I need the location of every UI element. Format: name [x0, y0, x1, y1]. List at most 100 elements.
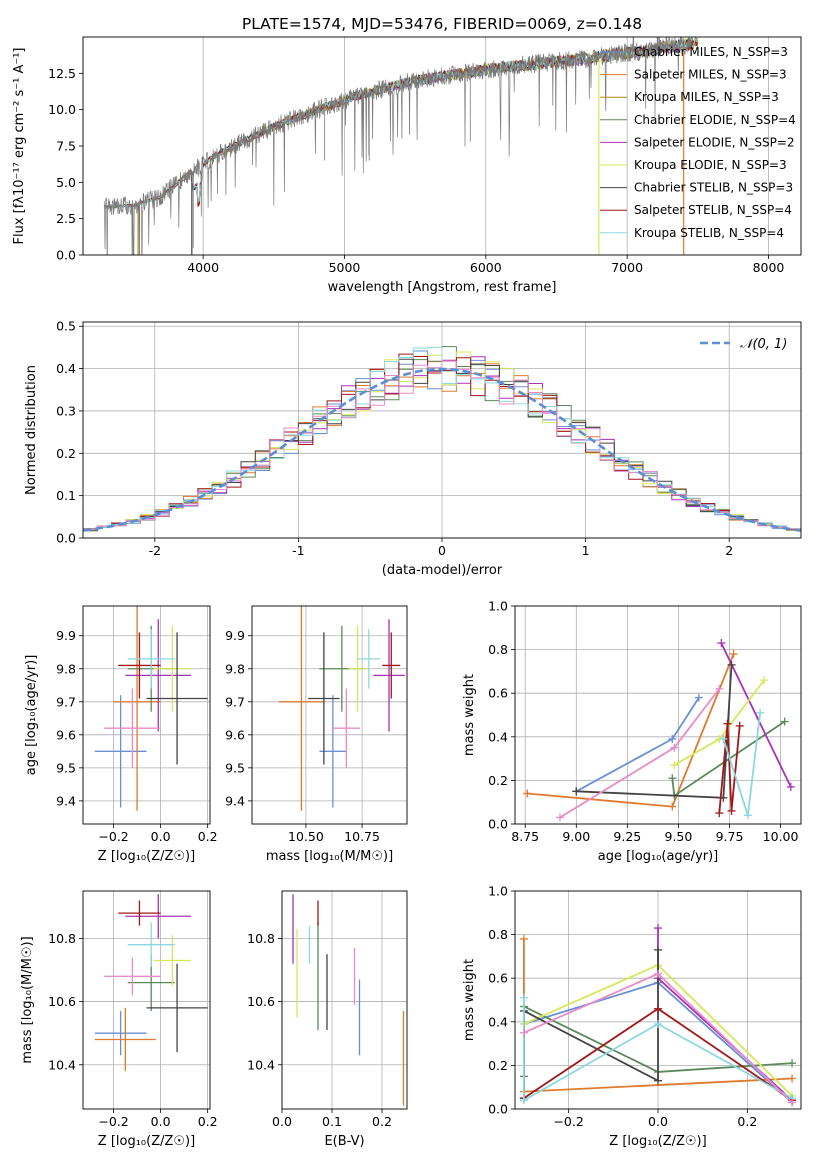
weight-marker [654, 969, 662, 978]
weight-series-line [718, 723, 741, 814]
observed-spectrum-line [103, 37, 693, 255]
y-tick-label: 9.9 [225, 628, 245, 643]
y-axis-label: age [log₁₀(age/yr)] [24, 655, 39, 776]
error-bar-point [118, 632, 161, 699]
error-bar-point [94, 1007, 156, 1072]
weight-marker [729, 649, 738, 658]
weight-marker [788, 1098, 797, 1107]
Z-vs-mass-frame [82, 890, 211, 1110]
y-tick-label: 0.1 [56, 488, 76, 503]
error-bar-point [113, 606, 161, 811]
weight-marker [654, 1076, 662, 1085]
x-tick-label: 0.2 [372, 1114, 392, 1129]
weight-marker [727, 806, 736, 815]
x-tick-label: 8000 [753, 260, 785, 275]
y-tick-label: 9.8 [56, 661, 76, 676]
y-tick-label: 2.5 [56, 211, 76, 226]
y-tick-label: 1.0 [488, 884, 508, 899]
weight-marker [668, 734, 677, 743]
y-tick-label: 10.6 [247, 994, 275, 1009]
x-tick-label: 4000 [187, 260, 219, 275]
y-tick-label: 9.8 [225, 661, 245, 676]
error-bar-point [153, 625, 192, 712]
x-tick-label: -1 [292, 543, 304, 558]
y-tick-label: 0.2 [488, 1058, 508, 1073]
weight-marker [670, 761, 679, 770]
weight-marker [743, 811, 752, 820]
Z-vs-mass-axes: −0.2 0.0 0.2 10.4 10.6 10.8 Z [log₁₀(Z/Z☉)] mas… [20, 891, 218, 1149]
y-tick-label: 0.2 [56, 446, 76, 461]
weight-marker [654, 1019, 662, 1028]
x-tick-label: 8.75 [511, 829, 539, 844]
y-tick-label: 0.6 [488, 686, 508, 701]
x-tick-label: 10.75 [344, 829, 380, 844]
legend-entry: Chabrier STELIB, N_SSP=3 [634, 181, 793, 195]
x-tick-label: 10.00 [763, 829, 799, 844]
y-axis-label: mass weight [462, 674, 477, 756]
weight-marker [668, 774, 677, 783]
weight-marker [719, 734, 728, 743]
weight-marker [788, 1059, 797, 1068]
error-bar-point [332, 688, 360, 768]
y-tick-label: 0.0 [56, 248, 76, 263]
weight-marker [519, 1096, 528, 1105]
y-tick-label: 10.6 [48, 994, 76, 1009]
y-tick-label: 10.8 [247, 931, 275, 946]
y-tick-label: 9.9 [56, 628, 76, 643]
residual-histogram-frame [82, 321, 802, 539]
weight-marker [756, 708, 765, 717]
y-tick-label: 9.4 [225, 793, 245, 808]
y-tick-label: 0.0 [56, 531, 76, 546]
error-bar-point [373, 619, 405, 732]
x-tick-label: 0.0 [648, 1114, 668, 1129]
spectrum-legend: Chabrier MILES, N_SSP=3 Salpeter MILES, N… [600, 45, 796, 240]
legend-entry: Kroupa STELIB, N_SSP=4 [634, 226, 784, 240]
error-bar-point [104, 957, 161, 996]
weight-series-line [523, 997, 793, 1102]
weight-marker [668, 802, 677, 811]
weight-series-line [657, 928, 793, 1101]
weight-marker [760, 676, 769, 685]
x-tick-label: -2 [149, 543, 161, 558]
error-bar-point [94, 695, 147, 808]
x-tick-label: −0.2 [98, 1114, 128, 1129]
x-tick-label: 10.50 [288, 829, 324, 844]
y-tick-label: 10.4 [48, 1057, 76, 1072]
error-bar-point [153, 935, 192, 986]
y-tick-label: 0.8 [488, 927, 508, 942]
weight-marker [727, 660, 736, 669]
y-tick-label: 0.2 [488, 773, 508, 788]
error-bar-point [94, 1011, 147, 1056]
weight-series-line [575, 697, 700, 793]
x-tick-label: 2 [725, 543, 733, 558]
x-axis-label: mass [log₁₀(M/M☉)] [266, 849, 393, 864]
y-tick-label: 1.0 [488, 599, 508, 614]
error-bar-point [146, 963, 208, 1053]
x-tick-label: 0.0 [272, 1114, 292, 1129]
spectrum-frame [82, 36, 802, 256]
x-axis-label: wavelength [Angstrom, rest frame] [328, 280, 557, 295]
y-tick-label: 0.8 [488, 642, 508, 657]
y-tick-label: 12.5 [48, 66, 76, 81]
weight-marker [786, 782, 795, 791]
weight-marker [555, 813, 564, 822]
EBV-vs-mass-frame [281, 890, 408, 1110]
weight-marker [654, 1004, 662, 1013]
x-tick-label: 0.2 [198, 1114, 218, 1129]
weight-marker [715, 684, 724, 693]
weight-marker [654, 945, 662, 954]
legend-entry: Chabrier ELODIE, N_SSP=4 [634, 113, 796, 127]
weight-marker [717, 639, 726, 648]
weight-marker [670, 743, 679, 752]
y-tick-label: 0.0 [488, 1102, 508, 1117]
x-tick-label: 9.75 [716, 829, 744, 844]
error-bar-point [127, 629, 175, 689]
x-tick-label: −0.2 [553, 1114, 583, 1129]
y-tick-label: 9.6 [225, 727, 245, 742]
x-tick-label: 0 [438, 543, 446, 558]
spectrum-axes: 4000 5000 6000 7000 8000 0.0 2.5 5.0 7.5 10.0 12.5… [12, 37, 784, 295]
y-tick-label: 0.4 [488, 729, 508, 744]
weight-marker [780, 717, 789, 726]
weight-marker [572, 787, 581, 796]
x-axis-label: E(B-V) [324, 1134, 364, 1149]
